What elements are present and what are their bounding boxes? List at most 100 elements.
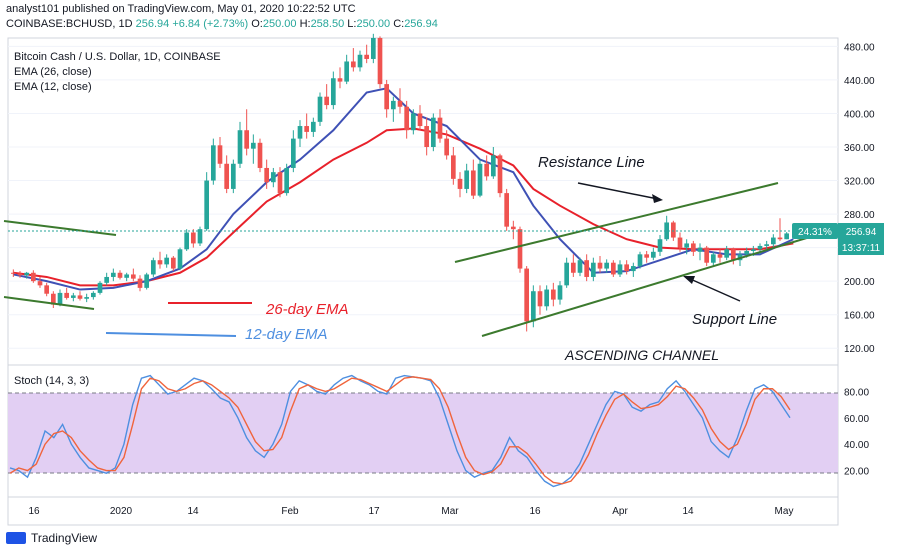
- footer[interactable]: TradingView: [6, 531, 97, 545]
- stoch-d-line: [9, 376, 791, 485]
- candle-body: [484, 163, 489, 177]
- candle-body: [597, 262, 603, 269]
- candle-body: [591, 262, 596, 277]
- candle-body: [157, 260, 163, 265]
- candle-body: [137, 278, 143, 288]
- ema26-annotation: 26-day EMA: [265, 301, 349, 318]
- candle-body: [451, 155, 456, 179]
- candle-body: [317, 96, 323, 122]
- candle-body: [277, 172, 283, 194]
- time-tick-label: 14: [682, 506, 694, 517]
- support-arrow: [687, 277, 741, 302]
- stoch-tick-label: 40.00: [844, 440, 869, 451]
- price-tick-label: 280.00: [844, 210, 875, 221]
- candle-body: [144, 274, 149, 288]
- candle-body: [391, 100, 396, 110]
- candle-body: [257, 142, 263, 168]
- candle-body: [44, 285, 49, 294]
- candle-body: [557, 285, 563, 300]
- candle-body: [57, 292, 63, 305]
- price-tick-label: 160.00: [844, 311, 875, 322]
- candle-body: [37, 281, 43, 286]
- candle-body: [424, 126, 429, 147]
- candle-body: [291, 138, 296, 168]
- candle-body: [351, 61, 356, 68]
- candle-body: [417, 113, 423, 127]
- candle-body: [444, 138, 449, 156]
- countdown-tag: [838, 239, 884, 255]
- stoch-axis: 80.00 60.00 40.00 20.00: [844, 387, 869, 477]
- support-trendline: [481, 236, 811, 337]
- candle-body: [744, 250, 749, 255]
- candle-body: [637, 254, 643, 267]
- candle-body: [764, 244, 769, 246]
- stoch-label: Stoch (14, 3, 3): [14, 375, 89, 387]
- chart-title: Bitcoin Cash / U.S. Dollar, 1D, COINBASE: [14, 51, 221, 63]
- time-tick-label: 16: [28, 506, 40, 517]
- candle-body: [757, 245, 763, 250]
- ema12-line: [13, 87, 794, 291]
- candle-body: [397, 100, 403, 107]
- open-label: O:: [251, 18, 263, 30]
- candle-body: [517, 229, 523, 269]
- candle-body: [197, 229, 203, 244]
- candle-body: [777, 237, 783, 240]
- symbol: COINBASE:BCHUSD, 1D: [6, 18, 133, 30]
- candle-body: [24, 272, 29, 276]
- candle-body: [531, 291, 536, 322]
- stoch-tick-label: 80.00: [844, 387, 869, 398]
- ema12-key-line: [105, 332, 237, 337]
- old-upper-trendline: [3, 220, 117, 236]
- candle-body: [211, 145, 216, 181]
- last-price-tag: [838, 223, 884, 239]
- price-tick-label: 400.00: [844, 109, 875, 120]
- candle-body: [644, 254, 649, 258]
- ema12-legend: EMA (12, close): [14, 81, 92, 93]
- stoch-k-line: [9, 374, 791, 488]
- time-tick-label: 14: [187, 506, 199, 517]
- price-tick-label: 440.00: [844, 76, 875, 87]
- price-tick-label: 200.00: [844, 277, 875, 288]
- candle-body: [671, 222, 676, 238]
- candle-body: [217, 145, 223, 164]
- candle-body: [571, 262, 576, 273]
- candle-body: [377, 38, 383, 85]
- candle-body: [71, 295, 76, 298]
- candle-body: [17, 273, 23, 276]
- candle-body: [331, 78, 336, 106]
- time-tick-label: Feb: [281, 506, 299, 517]
- candle-body: [224, 163, 229, 189]
- candle-body: [264, 167, 269, 183]
- candle-body: [544, 289, 549, 307]
- candle-body: [77, 295, 83, 299]
- candle-body: [564, 262, 569, 286]
- candle-body: [464, 170, 469, 189]
- candle-body: [31, 272, 36, 282]
- candle-body: [244, 130, 249, 149]
- candle-body: [711, 254, 716, 263]
- candle-body: [624, 264, 629, 272]
- candle-body: [11, 272, 16, 274]
- candle-body: [657, 239, 663, 252]
- stoch-tick-label: 20.00: [844, 467, 869, 478]
- support-arrowhead: [683, 276, 695, 284]
- resistance-arrow: [577, 182, 659, 200]
- candle-body: [491, 155, 496, 177]
- candle-body: [664, 222, 669, 240]
- candle-body: [477, 163, 483, 196]
- stoch-lines: [9, 374, 791, 488]
- candle-body: [551, 289, 556, 300]
- candle-body: [251, 142, 256, 149]
- close-value: 256.94: [404, 18, 438, 30]
- time-tick-label: 17: [368, 506, 380, 517]
- candle-body: [411, 113, 416, 131]
- ohlc-line: COINBASE:BCHUSD, 1D 256.94 +6.84 (+2.73%…: [6, 18, 438, 30]
- stoch-tick-label: 60.00: [844, 414, 869, 425]
- candle-body: [577, 260, 583, 273]
- candle-body: [191, 232, 196, 244]
- candle-body: [151, 260, 156, 275]
- candle-body: [584, 260, 589, 277]
- tradingview-logo-icon: [6, 532, 26, 544]
- time-tick-label: Mar: [441, 506, 459, 517]
